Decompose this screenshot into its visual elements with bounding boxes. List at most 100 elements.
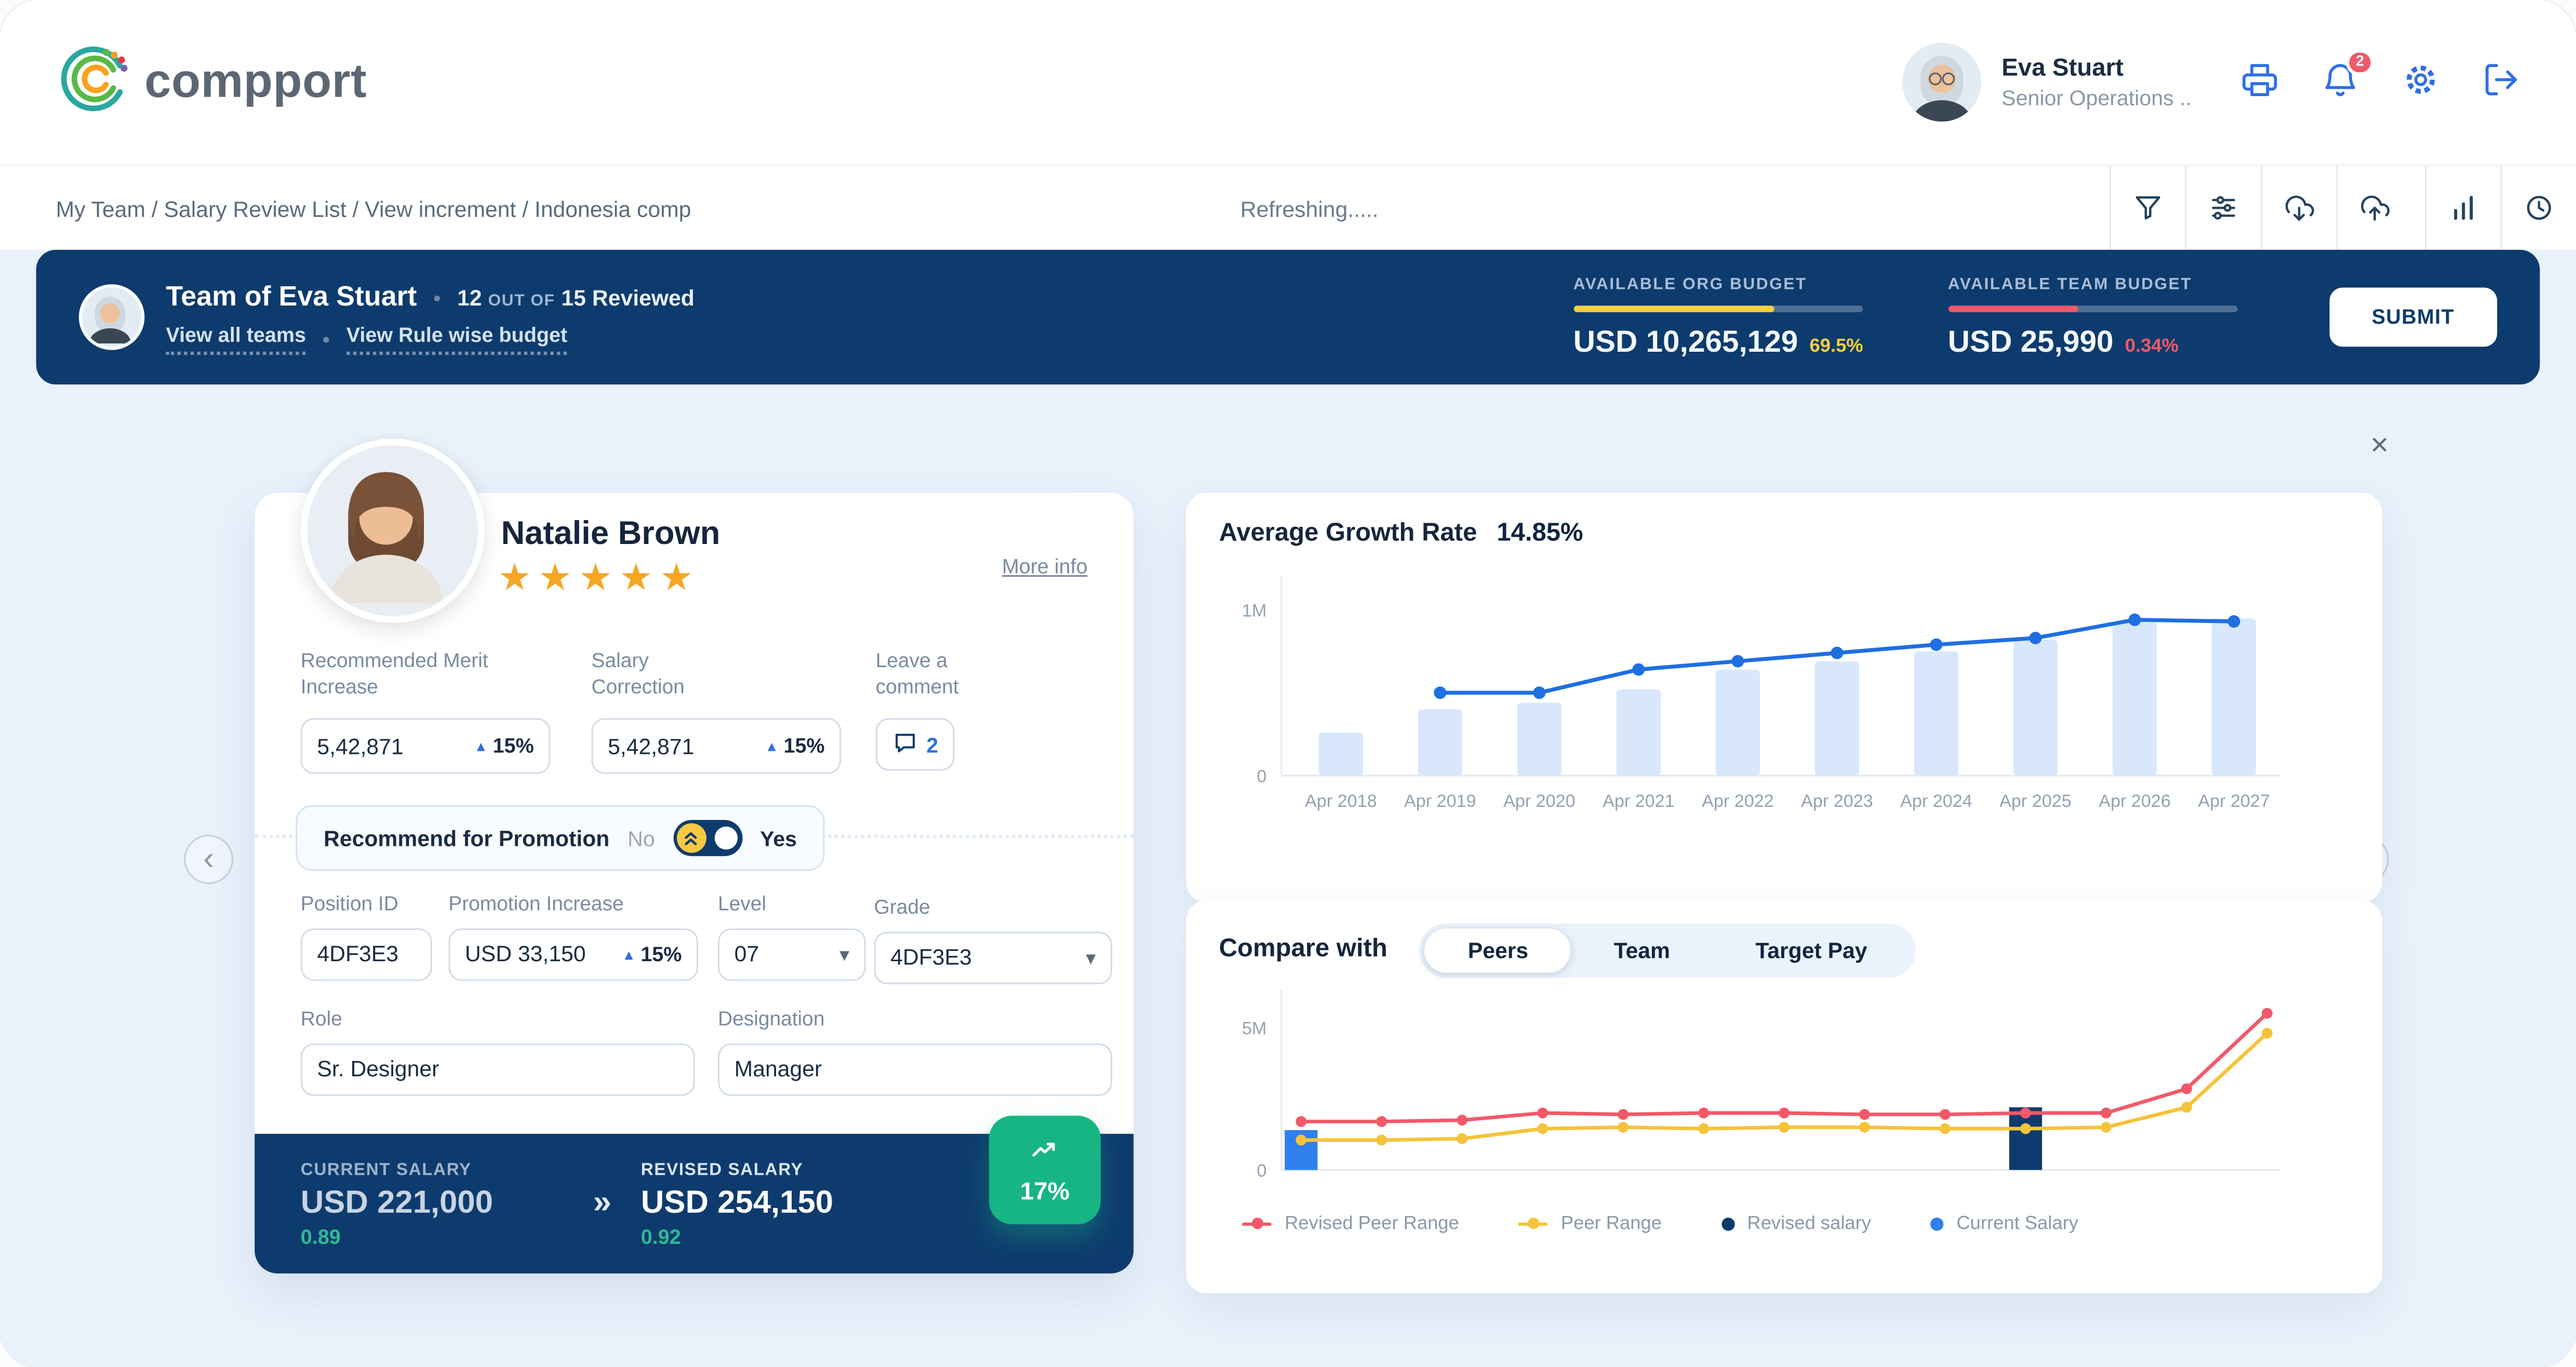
designation-field: Designation xyxy=(718,1007,1113,1096)
legend-item[interactable]: Revised salary xyxy=(1720,1214,1871,1235)
compare-chart: 5M 0 xyxy=(1219,983,2350,1211)
download-button[interactable] xyxy=(2260,166,2336,254)
grade-select[interactable]: 4DF3E3 ▾ xyxy=(874,932,1113,985)
reviewed-progress: 12 OUT OF 15 Reviewed xyxy=(457,285,695,310)
view-rule-budget-link[interactable]: View Rule wise budget xyxy=(346,323,568,354)
team-title: Team of Eva Stuart xyxy=(166,280,417,312)
user-role: Senior Operations .. xyxy=(2001,85,2192,110)
legend-marker xyxy=(1242,1218,1272,1230)
salary-correction-percent-badge: ▲ 15% xyxy=(765,734,825,758)
org-budget-amount: USD 10,265,129 xyxy=(1573,323,1798,357)
logout-button[interactable] xyxy=(2482,61,2520,103)
analytics-button[interactable] xyxy=(2424,166,2500,254)
svg-text:5M: 5M xyxy=(1242,1018,1266,1038)
comment-label: Leave a comment xyxy=(875,649,959,699)
user-profile[interactable]: Eva Stuart Senior Operations .. xyxy=(1903,43,2192,122)
tab-target-pay[interactable]: Target Pay xyxy=(1713,927,1910,972)
team-budget-percent: 0.34% xyxy=(2125,336,2179,356)
org-budget: AVAILABLE ORG BUDGET USD 10,265,129 69.5… xyxy=(1573,275,1863,359)
position-id-input[interactable] xyxy=(317,942,416,967)
dot-separator: • xyxy=(322,326,330,351)
legend-label: Revised salary xyxy=(1747,1214,1871,1235)
current-salary-amount: USD 221,000 xyxy=(300,1184,493,1220)
toolbar-actions xyxy=(2109,166,2576,254)
up-triangle-icon: ▲ xyxy=(765,738,779,754)
history-button[interactable] xyxy=(2500,166,2575,254)
compare-tabs: Peers Team Target Pay xyxy=(1420,922,1915,977)
tab-peers[interactable]: Peers xyxy=(1425,927,1571,972)
notification-badge: 2 xyxy=(2346,49,2374,76)
svg-text:Apr 2026: Apr 2026 xyxy=(2099,791,2171,811)
role-label: Role xyxy=(300,1007,342,1030)
role-input-box[interactable] xyxy=(300,1043,695,1096)
notifications-button[interactable]: 2 xyxy=(2321,49,2374,103)
position-id-input-box[interactable] xyxy=(300,928,432,981)
legend-item[interactable]: Revised Peer Range xyxy=(1242,1214,1459,1234)
svg-text:Apr 2020: Apr 2020 xyxy=(1503,791,1576,811)
filter-button[interactable] xyxy=(2109,166,2185,254)
promotion-toggle[interactable] xyxy=(673,820,742,856)
toggle-off-label: No xyxy=(628,826,655,851)
more-info-link[interactable]: More info xyxy=(1002,555,1088,579)
gear-icon xyxy=(2402,61,2440,103)
print-button[interactable] xyxy=(2241,61,2279,103)
growth-chart: 1M 0 Apr 2018 Apr 2019 Apr 2020 Apr 2021 Apr 2… xyxy=(1219,565,2350,853)
legend-item[interactable]: Current Salary xyxy=(1930,1214,2078,1234)
promotion-increase-input-box[interactable]: ▲ 15% xyxy=(448,928,699,981)
designation-input-box[interactable] xyxy=(718,1043,1113,1096)
grade-label: Grade xyxy=(874,895,930,919)
cloud-download-icon xyxy=(2284,191,2315,228)
merit-input[interactable] xyxy=(317,734,446,759)
promotion-increase-input[interactable] xyxy=(465,942,616,967)
revised-salary-block: REVISED SALARY USD 254,150 0.92 xyxy=(641,1159,933,1248)
tab-team[interactable]: Team xyxy=(1571,927,1713,972)
svg-text:0: 0 xyxy=(1257,766,1266,786)
merit-label: Recommended Merit Increase xyxy=(300,649,488,699)
compare-card: Compare with Peers Team Target Pay 5M 0 R… xyxy=(1186,900,2382,1293)
app-logo[interactable]: compport xyxy=(56,40,367,124)
up-triangle-icon: ▲ xyxy=(622,946,636,963)
printer-icon xyxy=(2241,61,2279,103)
upload-button[interactable] xyxy=(2336,166,2411,254)
bar-chart-icon xyxy=(2448,191,2479,228)
designation-label: Designation xyxy=(718,1007,825,1030)
cloud-upload-icon xyxy=(2359,191,2390,228)
merit-field: Recommended Merit Increase ▲ 15% xyxy=(300,649,551,774)
level-select[interactable]: 07 ▾ xyxy=(718,928,866,981)
comments-button[interactable]: 2 xyxy=(875,718,955,771)
position-id-label: Position ID xyxy=(300,892,398,915)
merit-input-box[interactable]: ▲ 15% xyxy=(300,718,551,774)
up-triangle-icon: ▲ xyxy=(474,738,488,754)
submit-button[interactable]: SUBMIT xyxy=(2329,287,2498,347)
chevron-down-icon: ▾ xyxy=(1086,946,1096,970)
topbar-right: Eva Stuart Senior Operations .. xyxy=(1903,43,2520,122)
settings-button[interactable] xyxy=(2402,61,2440,103)
view-all-teams-link[interactable]: View all teams xyxy=(166,323,306,354)
role-input[interactable] xyxy=(317,1057,646,1082)
logout-icon xyxy=(2482,61,2520,103)
designation-input[interactable] xyxy=(734,1057,1063,1082)
salary-correction-label: Salary Correction xyxy=(591,649,685,699)
promotion-increase-field: Promotion Increase ▲ 15% xyxy=(448,892,699,981)
adjust-columns-button[interactable] xyxy=(2185,166,2260,254)
legend-label: Current Salary xyxy=(1956,1214,2078,1235)
promotion-increase-label: Promotion Increase xyxy=(448,892,624,915)
breadcrumb[interactable]: My Team / Salary Review List / View incr… xyxy=(56,197,691,222)
salary-correction-input[interactable] xyxy=(608,734,736,759)
salary-correction-input-box[interactable]: ▲ 15% xyxy=(591,718,842,774)
svg-text:Apr 2023: Apr 2023 xyxy=(1801,791,1873,811)
employee-name: Natalie Brown xyxy=(501,516,720,552)
user-avatar xyxy=(1903,43,1982,122)
legend-item[interactable]: Peer Range xyxy=(1518,1214,1662,1234)
prev-employee-button[interactable]: ‹ xyxy=(184,834,234,884)
comment-icon xyxy=(892,729,918,760)
funnel-icon xyxy=(2132,191,2164,228)
employee-avatar xyxy=(300,439,485,623)
revised-salary-ratio: 0.92 xyxy=(640,1225,681,1248)
org-budget-fill xyxy=(1573,304,1774,312)
close-button[interactable]: × xyxy=(2370,429,2389,463)
position-id-field: Position ID xyxy=(300,892,432,981)
compare-title: Compare with xyxy=(1219,935,1387,963)
clock-history-icon xyxy=(2524,191,2555,228)
